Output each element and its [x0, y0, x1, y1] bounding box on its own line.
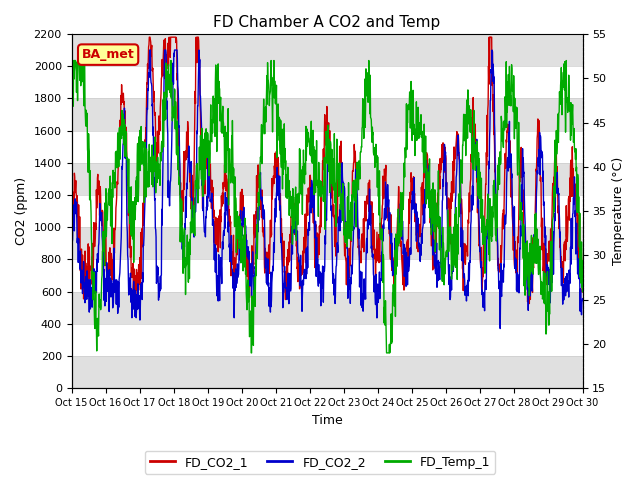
Bar: [72, 163, 582, 195]
Bar: [72, 34, 582, 66]
Legend: FD_CO2_1, FD_CO2_2, FD_Temp_1: FD_CO2_1, FD_CO2_2, FD_Temp_1: [145, 451, 495, 474]
Text: BA_met: BA_met: [82, 48, 134, 61]
Y-axis label: CO2 (ppm): CO2 (ppm): [15, 177, 28, 245]
Bar: [72, 98, 582, 131]
Bar: [72, 292, 582, 324]
Title: FD Chamber A CO2 and Temp: FD Chamber A CO2 and Temp: [213, 15, 441, 30]
X-axis label: Time: Time: [312, 414, 342, 427]
Bar: [72, 227, 582, 260]
Y-axis label: Temperature (°C): Temperature (°C): [612, 157, 625, 265]
Bar: [72, 356, 582, 388]
